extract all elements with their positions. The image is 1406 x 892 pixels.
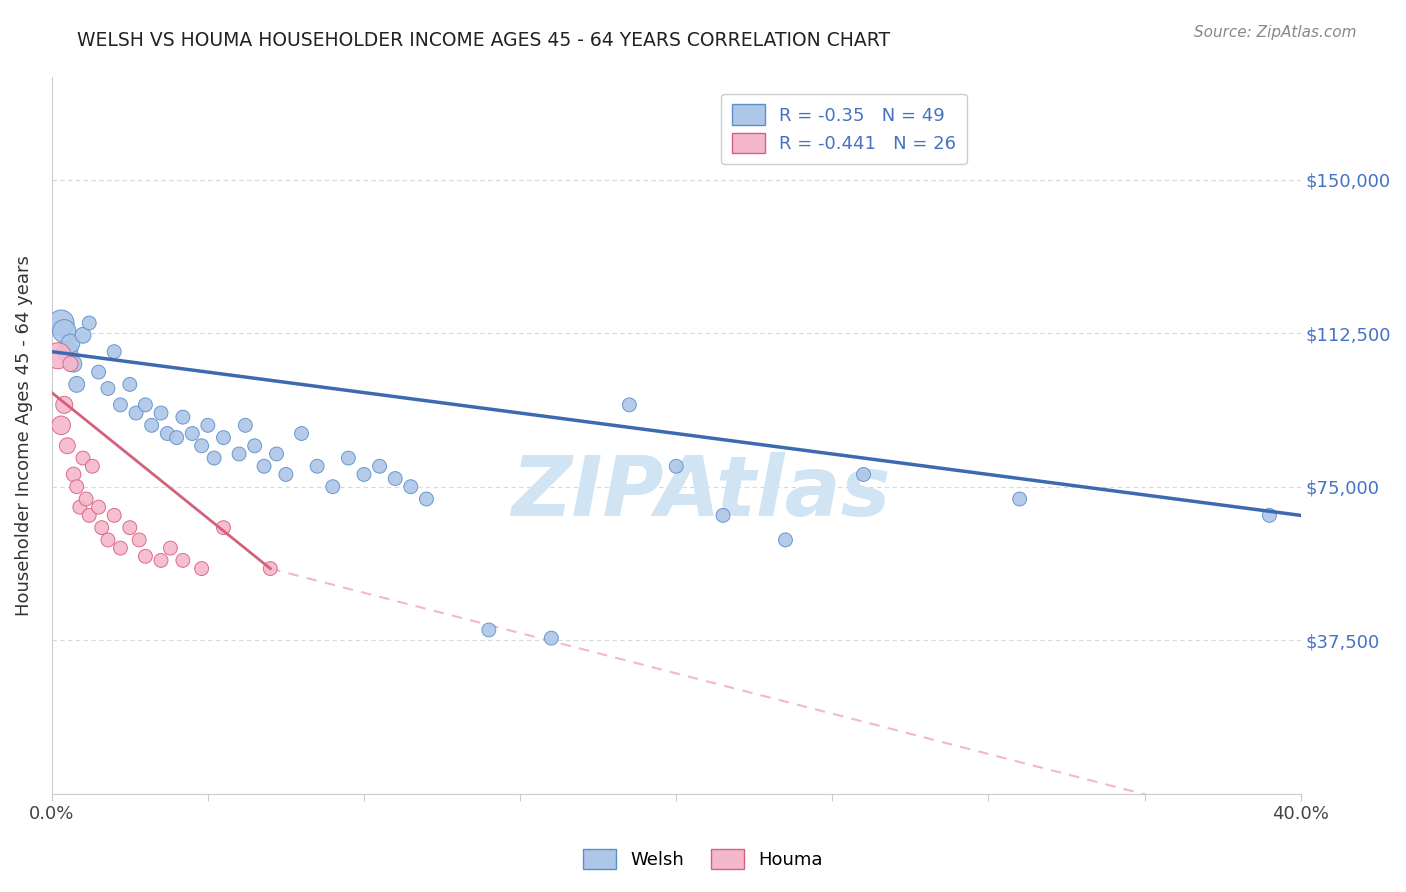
Point bbox=[56, 344, 79, 359]
Point bbox=[59, 336, 82, 351]
Point bbox=[190, 439, 212, 453]
Point bbox=[202, 451, 225, 466]
Point bbox=[46, 349, 69, 363]
Point bbox=[56, 439, 79, 453]
Point bbox=[212, 521, 235, 535]
Point bbox=[66, 377, 89, 392]
Point bbox=[134, 398, 156, 412]
Point bbox=[368, 459, 391, 474]
Point bbox=[49, 418, 72, 433]
Point bbox=[619, 398, 641, 412]
Point bbox=[110, 398, 132, 412]
Point bbox=[77, 316, 100, 330]
Text: Source: ZipAtlas.com: Source: ZipAtlas.com bbox=[1194, 25, 1357, 40]
Point bbox=[72, 451, 94, 466]
Point bbox=[77, 508, 100, 523]
Point bbox=[266, 447, 288, 461]
Point bbox=[156, 426, 179, 441]
Point bbox=[353, 467, 375, 482]
Point bbox=[66, 480, 89, 494]
Point bbox=[150, 406, 173, 420]
Point bbox=[228, 447, 250, 461]
Point bbox=[150, 553, 173, 567]
Point bbox=[159, 541, 181, 555]
Point bbox=[59, 357, 82, 371]
Text: WELSH VS HOUMA HOUSEHOLDER INCOME AGES 45 - 64 YEARS CORRELATION CHART: WELSH VS HOUMA HOUSEHOLDER INCOME AGES 4… bbox=[77, 31, 890, 50]
Point bbox=[665, 459, 688, 474]
Point bbox=[384, 471, 406, 485]
Y-axis label: Householder Income Ages 45 - 64 years: Householder Income Ages 45 - 64 years bbox=[15, 255, 32, 616]
Point bbox=[87, 500, 110, 515]
Point bbox=[125, 406, 148, 420]
Point bbox=[540, 631, 562, 645]
Point bbox=[415, 491, 437, 506]
Point bbox=[322, 480, 344, 494]
Point bbox=[82, 459, 104, 474]
Point bbox=[49, 316, 72, 330]
Point bbox=[775, 533, 797, 547]
Point bbox=[253, 459, 276, 474]
Point bbox=[181, 426, 204, 441]
Point bbox=[172, 553, 194, 567]
Point bbox=[478, 623, 501, 637]
Point bbox=[290, 426, 312, 441]
Point bbox=[69, 500, 91, 515]
Point bbox=[172, 410, 194, 425]
Point bbox=[852, 467, 875, 482]
Point bbox=[118, 521, 141, 535]
Point bbox=[1008, 491, 1031, 506]
Point bbox=[233, 418, 256, 433]
Point bbox=[103, 508, 125, 523]
Legend: R = -0.35   N = 49, R = -0.441   N = 26: R = -0.35 N = 49, R = -0.441 N = 26 bbox=[721, 94, 967, 164]
Point bbox=[307, 459, 329, 474]
Legend: Welsh, Houma: Welsh, Houma bbox=[575, 839, 831, 879]
Point bbox=[62, 467, 84, 482]
Point bbox=[90, 521, 112, 535]
Point bbox=[197, 418, 219, 433]
Point bbox=[110, 541, 132, 555]
Point bbox=[141, 418, 163, 433]
Point bbox=[259, 561, 281, 575]
Point bbox=[62, 357, 84, 371]
Point bbox=[274, 467, 297, 482]
Point bbox=[337, 451, 360, 466]
Point bbox=[87, 365, 110, 379]
Text: ZIPAtlas: ZIPAtlas bbox=[512, 452, 891, 533]
Point bbox=[97, 382, 120, 396]
Point bbox=[103, 344, 125, 359]
Point bbox=[243, 439, 266, 453]
Point bbox=[711, 508, 734, 523]
Point bbox=[134, 549, 156, 564]
Point bbox=[118, 377, 141, 392]
Point bbox=[128, 533, 150, 547]
Point bbox=[190, 561, 212, 575]
Point bbox=[75, 491, 97, 506]
Point bbox=[1258, 508, 1281, 523]
Point bbox=[53, 398, 76, 412]
Point bbox=[72, 328, 94, 343]
Point bbox=[399, 480, 422, 494]
Point bbox=[166, 431, 188, 445]
Point bbox=[53, 324, 76, 338]
Point bbox=[212, 431, 235, 445]
Point bbox=[97, 533, 120, 547]
